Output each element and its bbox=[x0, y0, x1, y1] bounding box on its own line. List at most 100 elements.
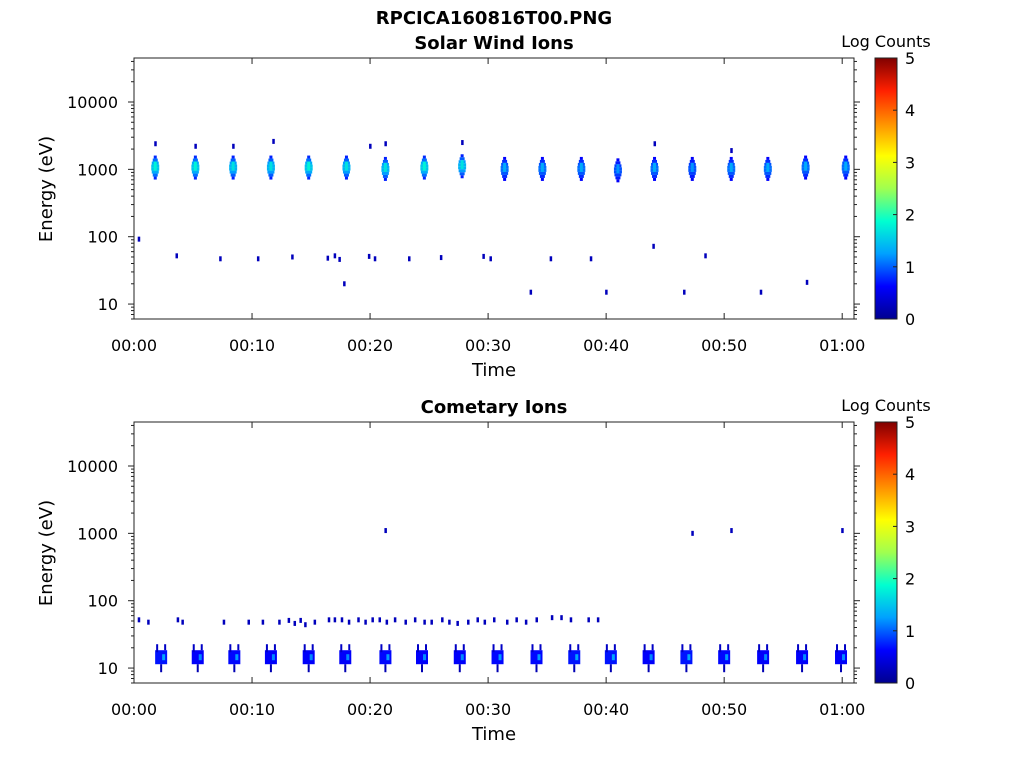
data-speck bbox=[524, 619, 528, 625]
data-speck bbox=[293, 620, 297, 626]
data-cell bbox=[307, 176, 311, 180]
data-blob bbox=[650, 156, 659, 181]
data-cell bbox=[842, 654, 846, 661]
data-cell bbox=[540, 177, 544, 181]
data-speck bbox=[364, 619, 367, 625]
data-speck bbox=[423, 619, 426, 625]
data-speck bbox=[304, 622, 307, 628]
data-cell bbox=[616, 158, 620, 162]
data-cell bbox=[268, 158, 274, 162]
data-cell bbox=[231, 176, 235, 180]
data-cell bbox=[803, 158, 809, 162]
data-cell bbox=[500, 644, 503, 651]
data-cell bbox=[460, 175, 464, 179]
data-speck bbox=[147, 619, 150, 625]
data-blob bbox=[568, 644, 581, 673]
data-blob bbox=[191, 644, 204, 673]
data-cell bbox=[196, 664, 199, 673]
data-cell bbox=[344, 161, 348, 171]
data-cell bbox=[718, 650, 731, 665]
data-cell bbox=[539, 174, 545, 178]
y-tick-label: 10000 bbox=[67, 457, 118, 476]
data-cell bbox=[653, 156, 657, 160]
data-cell bbox=[340, 644, 343, 653]
data-cell bbox=[231, 161, 235, 171]
data-speck bbox=[378, 617, 382, 623]
data-blob bbox=[420, 155, 429, 180]
data-cell bbox=[422, 176, 426, 180]
data-speck bbox=[247, 619, 250, 625]
data-speck bbox=[652, 243, 655, 249]
data-speck bbox=[343, 281, 346, 287]
data-speck bbox=[730, 148, 733, 154]
data-speck bbox=[467, 619, 470, 625]
data-cell bbox=[729, 156, 733, 160]
data-cell bbox=[237, 644, 240, 651]
data-cell bbox=[344, 155, 348, 159]
data-cell bbox=[729, 177, 733, 181]
data-cell bbox=[835, 650, 848, 665]
data-cell bbox=[844, 155, 848, 159]
data-cell bbox=[339, 650, 352, 665]
data-blob bbox=[458, 154, 467, 179]
data-cell bbox=[537, 654, 541, 661]
data-blob bbox=[688, 156, 697, 181]
data-cell bbox=[758, 644, 761, 653]
data-cell bbox=[579, 162, 583, 172]
data-cell bbox=[651, 644, 654, 651]
data-speck bbox=[299, 617, 302, 623]
data-blob bbox=[718, 644, 731, 673]
data-cell bbox=[422, 155, 426, 159]
data-cell bbox=[539, 644, 542, 651]
data-blob bbox=[416, 644, 428, 673]
data-cell bbox=[577, 171, 585, 175]
data-cell bbox=[153, 161, 157, 171]
data-cell bbox=[265, 644, 268, 653]
x-tick-label: 00:50 bbox=[701, 700, 747, 719]
spectrogram-data bbox=[137, 138, 850, 295]
data-cell bbox=[728, 159, 734, 163]
data-cell bbox=[453, 650, 466, 665]
data-cell bbox=[805, 644, 808, 651]
data-cell bbox=[302, 650, 315, 665]
data-speck bbox=[441, 617, 444, 623]
data-speck bbox=[333, 253, 337, 259]
data-cell bbox=[269, 176, 273, 180]
data-cell bbox=[539, 159, 545, 163]
data-cell bbox=[384, 664, 387, 673]
y-axis-label: Energy (eV) bbox=[36, 136, 57, 242]
data-cell bbox=[690, 177, 694, 181]
x-tick-label: 00:30 bbox=[465, 700, 511, 719]
data-blob bbox=[763, 156, 772, 181]
data-speck bbox=[272, 138, 275, 144]
data-cell bbox=[230, 158, 236, 162]
data-speck bbox=[535, 617, 538, 623]
data-cell bbox=[579, 177, 583, 181]
data-cell bbox=[462, 644, 465, 651]
data-speck bbox=[404, 619, 407, 625]
colorbar-tick-label: 4 bbox=[905, 465, 915, 484]
data-cell bbox=[647, 664, 650, 673]
x-tick-label: 00:10 bbox=[229, 700, 275, 719]
data-cell bbox=[153, 176, 157, 180]
data-cell bbox=[844, 644, 847, 651]
data-cell bbox=[502, 174, 508, 178]
data-blob bbox=[796, 644, 809, 673]
data-cell bbox=[689, 644, 692, 651]
data-cell bbox=[307, 155, 311, 159]
data-cell bbox=[191, 650, 204, 665]
colorbar-tick-label: 1 bbox=[905, 622, 915, 641]
plot-frame bbox=[133, 57, 855, 320]
plot-frame bbox=[133, 421, 855, 684]
x-tick-label: 00:50 bbox=[701, 336, 747, 355]
data-speck bbox=[384, 528, 387, 534]
data-speck bbox=[181, 619, 184, 625]
data-cell bbox=[307, 664, 310, 673]
data-speck bbox=[371, 617, 374, 623]
data-cell bbox=[765, 174, 771, 178]
data-speck bbox=[291, 254, 294, 260]
colorbar-tick-label: 4 bbox=[905, 101, 915, 120]
data-cell bbox=[311, 644, 314, 651]
data-cell bbox=[152, 158, 158, 162]
data-speck bbox=[683, 289, 686, 295]
